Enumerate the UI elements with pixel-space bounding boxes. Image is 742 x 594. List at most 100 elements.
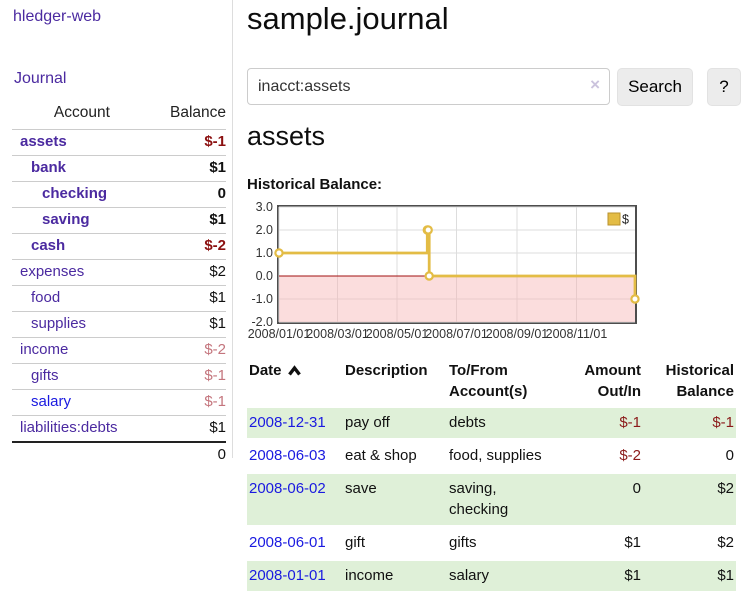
- account-row: salary $-1: [12, 389, 226, 416]
- search-input[interactable]: [247, 68, 610, 105]
- register-description: eat & shop: [345, 447, 417, 464]
- account-balance: $-2: [151, 233, 226, 260]
- account-balance: 0: [151, 181, 226, 208]
- account-balance: $2: [151, 259, 226, 286]
- register-date-link[interactable]: 2008-06-01: [249, 534, 326, 551]
- app-title-link[interactable]: hledger-web: [13, 8, 102, 25]
- legend-swatch: [607, 212, 621, 226]
- register-accounts: saving, checking: [449, 480, 509, 518]
- accounts-header-account: Account: [53, 104, 110, 121]
- register-amount: $-1: [619, 414, 641, 431]
- account-link[interactable]: assets: [20, 133, 67, 150]
- account-link[interactable]: income: [20, 341, 69, 358]
- account-row: checking 0: [12, 181, 226, 208]
- account-link[interactable]: gifts: [31, 367, 59, 384]
- register-accounts: debts: [449, 414, 486, 431]
- register-balance: $2: [717, 534, 734, 551]
- accounts-total-row: 0: [12, 441, 226, 468]
- account-row: supplies $1: [12, 311, 226, 338]
- register-balance: $1: [717, 567, 734, 584]
- register-description: gift: [345, 534, 366, 551]
- account-link[interactable]: bank: [31, 159, 67, 176]
- account-link[interactable]: salary: [31, 393, 72, 410]
- account-row: gifts $-1: [12, 363, 226, 390]
- register-table: Date Description To/From Account(s) Amou…: [247, 356, 736, 594]
- register-date-link[interactable]: 2008-06-02: [249, 480, 326, 497]
- register-amount: $-2: [619, 447, 641, 464]
- register-row: 2008-01-01 income salary $1 $1: [247, 559, 736, 593]
- chart-svg: $: [274, 206, 640, 323]
- register-row: 2008-12-31 pay off debts $-1 $-1: [247, 408, 736, 440]
- account-balance: $1: [151, 311, 226, 338]
- account-link[interactable]: saving: [42, 211, 90, 228]
- y-tick-label: 0.0: [255, 269, 273, 283]
- account-link[interactable]: liabilities:debts: [20, 419, 118, 436]
- register-amount: $1: [624, 567, 641, 584]
- accounts-table: Account Balance assets $-1 bank $1 checking 0…: [12, 102, 226, 468]
- y-tick-label: 3.0: [255, 200, 273, 214]
- clear-search-icon[interactable]: ×: [590, 75, 600, 94]
- account-link[interactable]: food: [31, 289, 61, 306]
- nav-journal-link[interactable]: Journal: [14, 70, 67, 87]
- y-tick-label: -1.0: [251, 292, 273, 306]
- account-balance: $1: [151, 207, 226, 234]
- register-header-date: Date: [247, 356, 343, 408]
- register-date-link[interactable]: 2008-01-01: [249, 567, 326, 584]
- historical-balance-chart: $ 3.0 2.0 1.0 0.0 -1.0 -2.0 2008/01/01 2008/03/…: [247, 199, 667, 347]
- register-amount: $1: [624, 534, 641, 551]
- main-content: sample.journal × Search ? assets Histori…: [247, 0, 741, 593]
- account-link[interactable]: checking: [42, 185, 108, 202]
- register-accounts: gifts: [449, 534, 477, 551]
- register-row: 2008-06-01 gift gifts $1 $2: [247, 527, 736, 560]
- register-header-account: To/From Account(s): [449, 362, 528, 400]
- account-row: food $1: [12, 285, 226, 312]
- account-link[interactable]: expenses: [20, 263, 85, 280]
- account-row: bank $1: [12, 155, 226, 182]
- register-accounts: food, supplies: [449, 447, 542, 464]
- register-description: pay off: [345, 414, 390, 431]
- register-date-link[interactable]: 2008-12-31: [249, 414, 326, 431]
- chart-title: Historical Balance:: [247, 176, 383, 193]
- account-row: expenses $2: [12, 259, 226, 286]
- register-amount: 0: [632, 480, 641, 497]
- chart-plot-area: $: [274, 205, 640, 324]
- account-row: cash $-2: [12, 233, 226, 260]
- account-balance: $-1: [151, 389, 226, 416]
- x-tick-label: 2008/09/01: [485, 327, 549, 341]
- account-balance: $-1: [151, 363, 226, 390]
- account-row: saving $1: [12, 207, 226, 234]
- x-tick-label: 2008/07/01: [425, 327, 488, 341]
- account-balance: $-2: [151, 337, 226, 364]
- page-title: sample.journal: [247, 1, 449, 36]
- register-description: income: [345, 567, 394, 584]
- register-description: save: [345, 480, 377, 497]
- account-balance: $1: [151, 155, 226, 182]
- register-header-description: Description: [345, 362, 428, 379]
- search-button[interactable]: Search: [617, 68, 693, 106]
- help-button[interactable]: ?: [707, 68, 741, 106]
- y-tick-label: 1.0: [255, 246, 273, 260]
- accounts-header-balance: Balance: [169, 104, 226, 121]
- register-balance: $2: [717, 480, 734, 497]
- account-row: assets $-1: [12, 129, 226, 156]
- x-tick-label: 2008/05/01: [365, 327, 429, 341]
- register-row: 2008-06-02 save saving, checking 0 $2: [247, 472, 736, 527]
- account-title: assets: [247, 121, 326, 151]
- account-link[interactable]: supplies: [31, 315, 87, 332]
- register-balance: $-1: [712, 414, 734, 431]
- search-box: ×: [247, 68, 610, 105]
- sidebar: hledger-web Journal Account Balance asse…: [0, 0, 233, 468]
- x-tick-label: 2008/11/01: [545, 327, 608, 341]
- account-link[interactable]: cash: [31, 237, 66, 254]
- register-header-row: Date Description To/From Account(s) Amou…: [247, 356, 736, 408]
- register-date-link[interactable]: 2008-06-03: [249, 447, 326, 464]
- x-tick-label: 2008/01/01: [247, 327, 311, 341]
- sort-asc-icon: [287, 361, 301, 382]
- register-row: 2008-06-03 eat & shop food, supplies $-2 0: [247, 440, 736, 473]
- register-header-balance: Historical Balance: [665, 362, 734, 400]
- y-tick-label: -2.0: [251, 315, 273, 329]
- legend-label: $: [622, 213, 629, 227]
- register-balance: 0: [725, 447, 734, 464]
- accounts-total-value: 0: [151, 441, 226, 468]
- x-tick-label: 2008/03/01: [306, 327, 369, 341]
